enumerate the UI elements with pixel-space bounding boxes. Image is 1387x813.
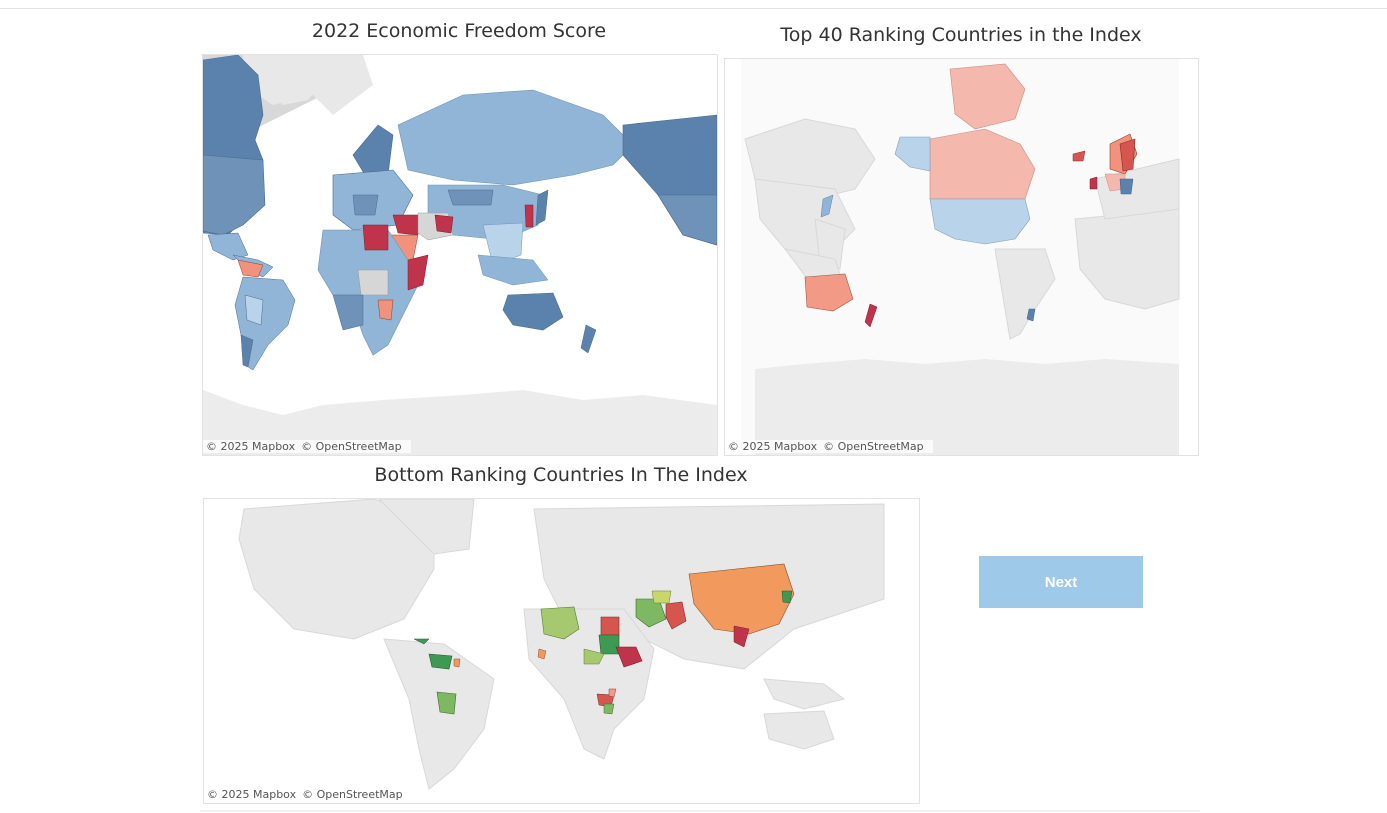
- map-attribution[interactable]: © 2025 Mapbox © OpenStreetMap: [204, 788, 412, 801]
- map-title-top-40: Top 40 Ranking Countries in the Index: [780, 24, 1142, 46]
- attribution-osm[interactable]: © OpenStreetMap: [302, 788, 403, 801]
- map-bottom-ranking-canvas: [238, 499, 885, 790]
- top-divider: [0, 8, 1387, 9]
- map-title-bottom-ranking: Bottom Ranking Countries In The Index: [374, 464, 748, 486]
- map-economic-freedom[interactable]: © 2025 Mapbox © OpenStreetMap: [202, 54, 718, 456]
- attribution-osm[interactable]: © OpenStreetMap: [823, 440, 924, 453]
- map-economic-freedom-canvas: [203, 55, 717, 455]
- attribution-mapbox[interactable]: © 2025 Mapbox: [728, 440, 818, 453]
- bottom-divider: [200, 810, 1200, 812]
- map-bottom-ranking[interactable]: © 2025 Mapbox © OpenStreetMap: [203, 498, 920, 804]
- map-top-40[interactable]: © 2025 Mapbox © OpenStreetMap: [724, 58, 1199, 456]
- attribution-mapbox[interactable]: © 2025 Mapbox: [207, 788, 297, 801]
- map-top-40-canvas: [741, 59, 1180, 455]
- attribution-osm[interactable]: © OpenStreetMap: [301, 440, 402, 453]
- attribution-mapbox[interactable]: © 2025 Mapbox: [206, 440, 296, 453]
- map-attribution[interactable]: © 2025 Mapbox © OpenStreetMap: [203, 440, 411, 453]
- map-attribution[interactable]: © 2025 Mapbox © OpenStreetMap: [725, 440, 933, 453]
- next-button[interactable]: Next: [979, 556, 1143, 608]
- map-title-economic-freedom: 2022 Economic Freedom Score: [311, 20, 607, 42]
